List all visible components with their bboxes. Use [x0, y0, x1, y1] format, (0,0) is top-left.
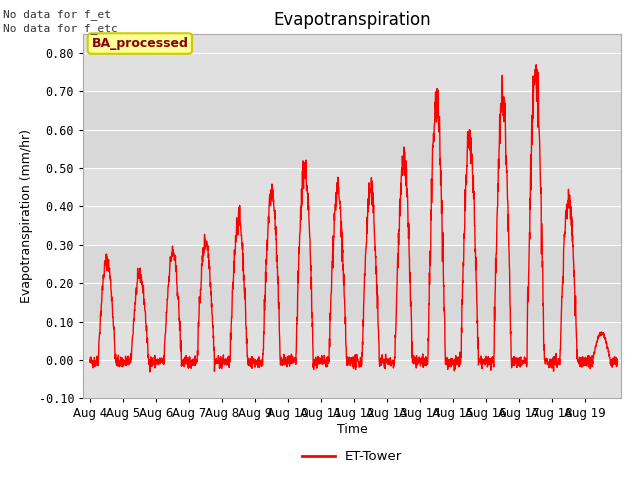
Bar	[83, 245, 621, 322]
Legend: ET-Tower: ET-Tower	[296, 445, 408, 468]
Text: BA_processed: BA_processed	[92, 37, 188, 50]
X-axis label: Time: Time	[337, 423, 367, 436]
Bar	[83, 91, 621, 168]
Text: No data for f_et: No data for f_et	[3, 9, 111, 20]
Text: No data for f_etc: No data for f_etc	[3, 23, 118, 34]
Y-axis label: Evapotranspiration (mm/hr): Evapotranspiration (mm/hr)	[20, 129, 33, 303]
Title: Evapotranspiration: Evapotranspiration	[273, 11, 431, 29]
